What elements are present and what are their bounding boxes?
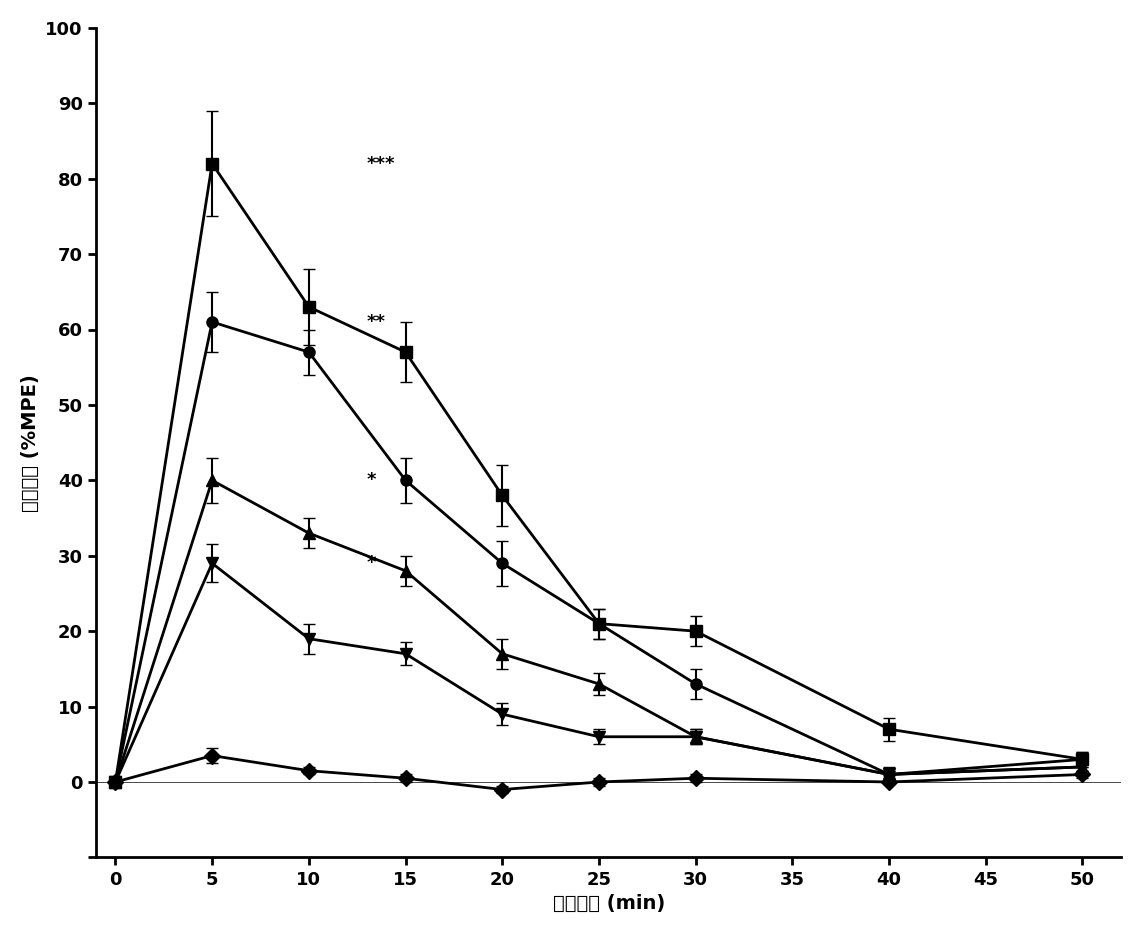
Y-axis label: 镇痛活性 (%MPE): 镇痛活性 (%MPE) (21, 374, 40, 512)
Text: ***: *** (367, 155, 395, 173)
Text: *: * (367, 554, 377, 573)
X-axis label: 测量时间 (min): 测量时间 (min) (553, 894, 665, 913)
Text: **: ** (367, 313, 386, 331)
Text: *: * (367, 472, 377, 489)
